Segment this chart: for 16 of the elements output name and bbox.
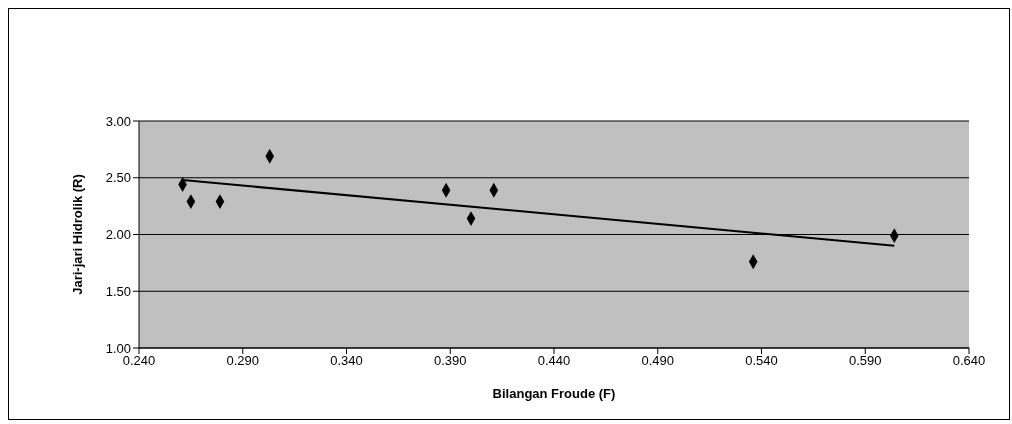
y-tick-label: 2.00 xyxy=(105,227,131,243)
x-tick-label: 0.490 xyxy=(641,353,675,369)
y-tick-label: 3.00 xyxy=(105,113,131,129)
y-tick-label: 1.00 xyxy=(105,340,131,356)
x-tick-label: 0.290 xyxy=(226,353,260,369)
x-tick-label: 0.340 xyxy=(330,353,363,369)
x-tick-label: 0.390 xyxy=(433,353,467,369)
y-tick-label: 2.50 xyxy=(105,170,131,186)
x-tick-label: 0.440 xyxy=(537,353,571,369)
x-tick-label: 0.590 xyxy=(848,353,882,369)
y-tick-label: 1.50 xyxy=(105,283,131,299)
x-tick-label: 0.640 xyxy=(952,353,986,369)
x-tick-label: 0.540 xyxy=(745,353,778,369)
x-axis-title: Bilangan Froude (F) xyxy=(492,386,616,401)
y-axis-title: Jari-jari Hidrolik (R) xyxy=(69,174,85,295)
x-tick-label: 0.240 xyxy=(122,353,156,369)
